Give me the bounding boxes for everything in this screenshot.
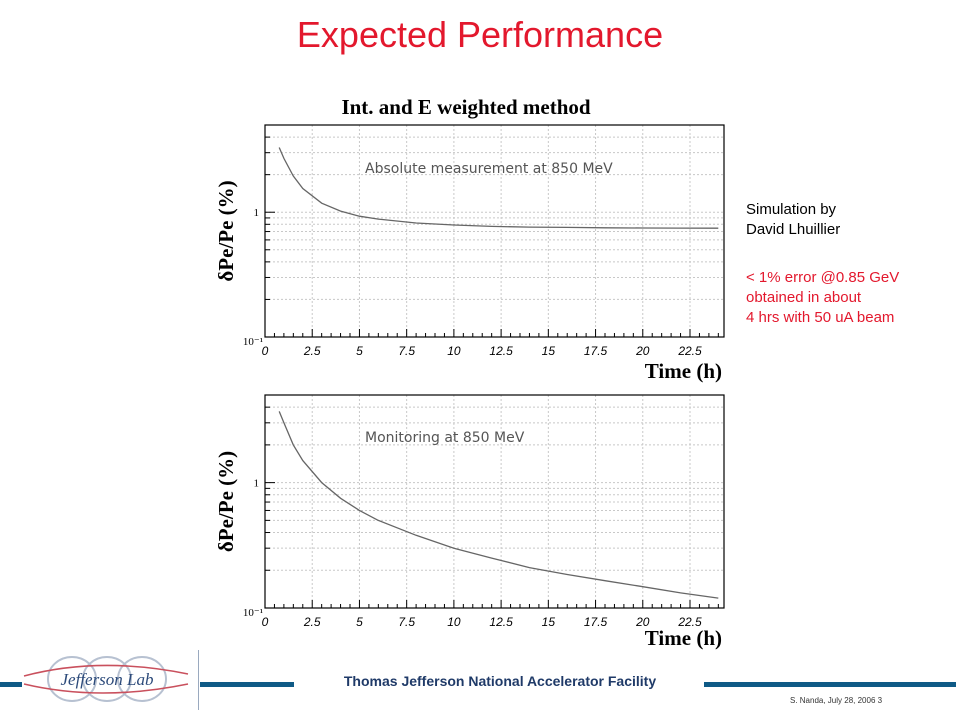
x-tick-label: 20 xyxy=(635,615,650,629)
logo-icon: Jefferson Lab xyxy=(23,656,189,702)
x-tick-label: 5 xyxy=(356,344,363,358)
y-tick-label: 1 xyxy=(254,478,260,490)
series-line xyxy=(278,411,719,599)
x-tick-label: 15 xyxy=(542,344,556,358)
x-tick-label: 12.5 xyxy=(489,615,513,629)
x-tick-label: 17.5 xyxy=(584,344,608,358)
note-line: < 1% error @0.85 GeV xyxy=(746,269,900,286)
x-axis-label: Time (h) xyxy=(645,359,722,383)
series-line xyxy=(278,147,719,229)
x-tick-label: 20 xyxy=(635,344,650,358)
x-tick-label: 2.5 xyxy=(303,615,321,629)
x-tick-label: 17.5 xyxy=(584,615,608,629)
x-tick-label: 22.5 xyxy=(677,615,702,629)
footer-bar-mid xyxy=(200,682,294,687)
y-tick-label: 10⁻¹ xyxy=(243,607,263,619)
x-axis-label: Time (h) xyxy=(645,626,722,650)
chart-panel: 0 2.5 5 7.5 10 12.5 15 17.5 20 22.5 1 10⁻¹ Monitorin… xyxy=(214,394,725,650)
x-tick-label: 0 xyxy=(262,615,269,629)
x-tick-label: 7.5 xyxy=(398,615,415,629)
footer-text: Thomas Jefferson National Accelerator Fa… xyxy=(343,673,657,689)
y-tick-label: 10⁻¹ xyxy=(243,336,263,348)
note-line: David Lhuillier xyxy=(746,221,841,238)
chart-annotation: Monitoring at 850 MeV xyxy=(365,430,525,446)
x-tick-label: 22.5 xyxy=(677,344,702,358)
simulation-credit-note: Simulation by David Lhuillier xyxy=(746,200,840,240)
x-tick-label: 10 xyxy=(447,344,461,358)
x-tick-label: 5 xyxy=(356,615,363,629)
footer-bar-left xyxy=(0,682,22,687)
slide-title: Expected Performance xyxy=(296,14,664,55)
x-tick-label: 0 xyxy=(262,344,269,358)
y-tick-label: 1 xyxy=(254,207,260,219)
jefferson-lab-logo: Jefferson Lab xyxy=(20,652,195,712)
x-tick-label: 15 xyxy=(542,615,556,629)
note-line: obtained in about xyxy=(746,289,862,306)
footer-bar-right xyxy=(704,682,956,687)
logo-divider xyxy=(198,650,199,710)
logo-text: Jefferson Lab xyxy=(60,670,153,689)
note-line: Simulation by xyxy=(746,201,837,218)
x-tick-label: 2.5 xyxy=(303,344,321,358)
y-axis-label: δPe/Pe (%) xyxy=(214,180,238,281)
plot-frame xyxy=(264,124,725,338)
x-tick-label: 10 xyxy=(447,615,461,629)
note-line: 4 hrs with 50 uA beam xyxy=(746,309,895,326)
chart-panel: 0 2.5 5 7.5 10 12.5 15 17.5 20 22.5 1 10⁻¹ Absolute … xyxy=(214,95,725,383)
x-tick-label: 7.5 xyxy=(398,344,415,358)
x-tick-label: 12.5 xyxy=(489,344,513,358)
chart-title: Int. and E weighted method xyxy=(341,95,590,119)
plot-frame xyxy=(264,394,725,609)
y-axis-label: δPe/Pe (%) xyxy=(214,451,238,552)
chart-annotation: Absolute measurement at 850 MeV xyxy=(365,161,613,177)
result-note: < 1% error @0.85 GeV obtained in about 4… xyxy=(746,268,899,328)
slide-credit: S. Nanda, July 28, 2006 3 xyxy=(790,696,883,705)
